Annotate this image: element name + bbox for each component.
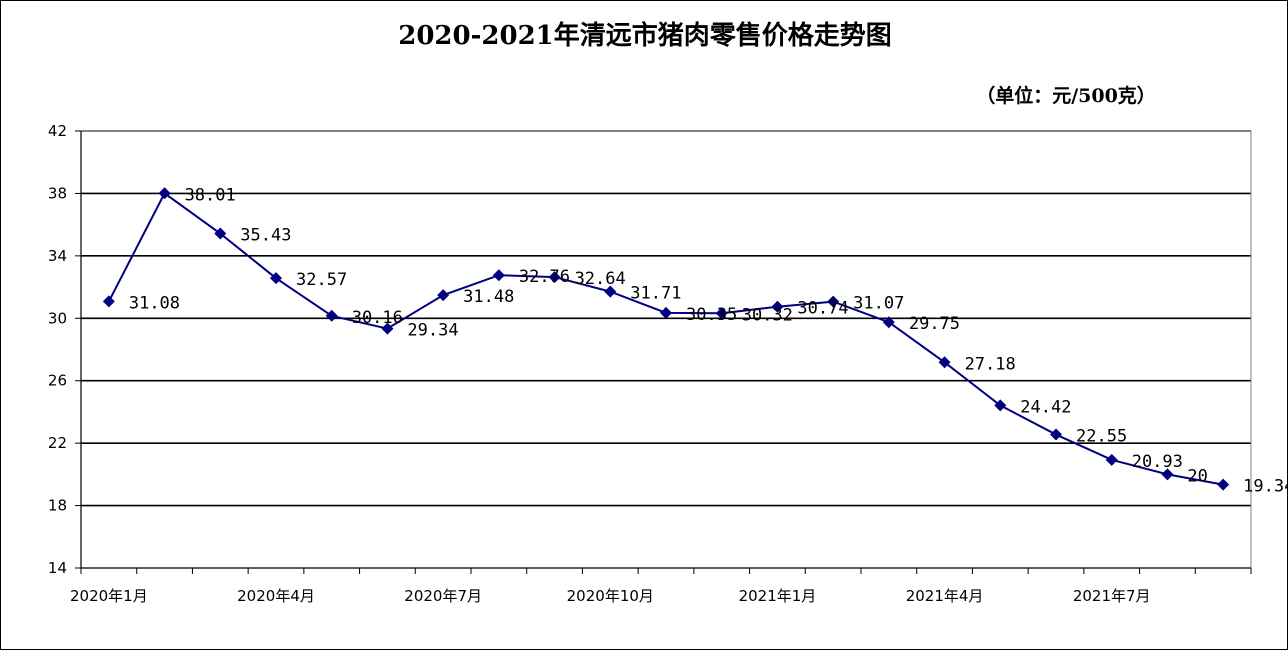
data-label: 22.55 [1076, 427, 1127, 447]
unit-label: （单位：元/500克） [976, 85, 1156, 107]
x-tick-label: 2020年7月 [404, 587, 482, 605]
data-label: 38.01 [185, 185, 236, 205]
data-point-marker [492, 269, 505, 282]
data-point-marker [270, 272, 282, 285]
data-point-marker [1217, 478, 1230, 491]
y-tick-label: 30 [48, 309, 67, 327]
data-label: 32.64 [575, 269, 626, 289]
data-point-marker [1105, 453, 1118, 466]
x-tick-label: 2020年4月 [237, 587, 315, 605]
data-label: 30.32 [742, 305, 793, 325]
y-tick-label: 34 [48, 247, 67, 265]
y-tick-label: 22 [48, 434, 67, 452]
data-label: 30.16 [352, 308, 403, 328]
data-label: 31.48 [463, 287, 514, 307]
data-label: 31.07 [853, 294, 904, 314]
data-point-marker [1050, 428, 1062, 441]
data-label: 31.08 [129, 293, 180, 313]
y-tick-label: 18 [48, 497, 67, 515]
data-point-marker [548, 271, 561, 284]
label-layer: 31.08 38.01 35.43 32.5730.1629.3431.4832.76… [129, 185, 1288, 497]
data-point-marker [102, 295, 115, 308]
y-tick-label: 42 [48, 122, 67, 140]
data-label: 29.34 [407, 321, 458, 341]
data-label: 24.42 [1020, 397, 1071, 417]
data-label: 30.74 [797, 299, 848, 319]
data-point-marker [938, 356, 951, 369]
data-point-marker [771, 300, 784, 313]
y-tick-label: 14 [48, 559, 67, 577]
data-point-marker [1161, 468, 1174, 481]
x-tick-label: 2021年4月 [906, 587, 984, 605]
data-label: 32.57 [296, 270, 347, 290]
data-label: 31.71 [630, 284, 681, 304]
x-tick-label: 2021年7月 [1073, 587, 1151, 605]
data-label: 20.93 [1132, 452, 1183, 472]
data-point-marker [437, 289, 450, 302]
data-label: 30.35 [686, 305, 737, 325]
plot-area-border [80, 130, 1252, 569]
chart-title: 2020-2021年清远市猪肉零售价格走势图 [398, 21, 892, 51]
data-label: 32.76 [519, 267, 570, 287]
data-label: 29.75 [909, 314, 960, 334]
data-point-marker [381, 322, 394, 335]
data-point-marker [325, 309, 338, 322]
data-point-marker [604, 285, 617, 298]
data-label: 27.18 [965, 354, 1016, 374]
data-label: 35.43 [240, 226, 291, 246]
y-tick-label: 38 [48, 184, 67, 202]
data-point-marker [827, 295, 840, 308]
data-point-marker [715, 307, 728, 320]
data-point-marker [660, 306, 672, 319]
y-tick-label: 26 [48, 372, 67, 390]
x-tick-label: 2020年1月 [70, 587, 148, 605]
data-point-marker [882, 316, 895, 329]
data-point-marker [214, 227, 227, 240]
data-label: 20 [1187, 466, 1207, 486]
data-point-marker [158, 187, 171, 200]
x-tick-label: 2021年1月 [739, 587, 817, 605]
x-tick-label: 2020年10月 [567, 587, 654, 605]
data-label: 19.34 [1243, 477, 1288, 497]
data-point-marker [994, 399, 1007, 412]
series-layer [102, 187, 1230, 491]
